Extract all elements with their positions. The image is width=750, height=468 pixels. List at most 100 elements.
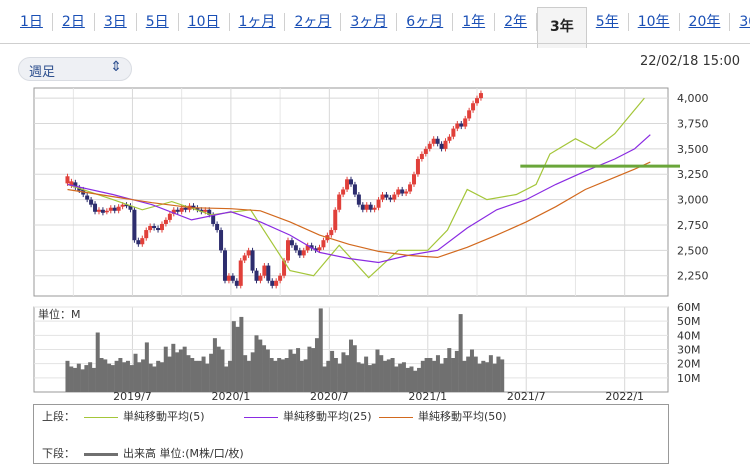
candle-body-91 (423, 148, 428, 154)
candle-body-81 (384, 194, 389, 198)
x-tick-label-2: 2020/7 (310, 390, 349, 403)
tab-1[interactable]: 2日 (53, 13, 95, 31)
price-y-tick-label-0: 4,000 (677, 92, 709, 105)
candle-body-7 (93, 203, 98, 212)
tab-12[interactable]: 5年 (587, 13, 629, 31)
volume-bar-114 (496, 356, 501, 392)
legend-volume-swatch (84, 452, 118, 456)
candle-body-70 (341, 189, 346, 195)
tab-6[interactable]: 2ヶ月 (285, 13, 342, 31)
volume-bar-61 (296, 348, 301, 392)
volume-bar-9 (99, 358, 104, 392)
candle-body-19 (140, 238, 145, 245)
volume-bar-92 (413, 370, 418, 392)
volume-y-tick-label-3: 30M (677, 344, 701, 357)
candle-body-101 (463, 118, 468, 127)
interval-selector[interactable]: 週足 ⇕ (18, 57, 132, 81)
volume-bar-86 (390, 358, 395, 392)
tab-11[interactable]: 3年 (537, 6, 587, 48)
price-y-tick-label-1: 3,750 (677, 118, 709, 131)
candle-body-71 (345, 179, 350, 190)
candle-body-92 (427, 143, 432, 149)
volume-bar-73 (341, 352, 346, 392)
candle-body-104 (475, 98, 480, 104)
candle-body-100 (459, 123, 464, 127)
legend-ma50-label: 単純移動平均(50) (418, 410, 507, 423)
volume-bar-115 (500, 359, 505, 392)
candle-body-22 (152, 225, 157, 229)
volume-unit-label: 単位：M (38, 307, 81, 321)
x-tick-label-1: 2020/1 (212, 390, 251, 403)
tab-5[interactable]: 1ヶ月 (230, 13, 286, 31)
volume-bar-7 (91, 367, 96, 392)
tab-4[interactable]: 10日 (179, 13, 230, 31)
volume-bar-90 (405, 367, 410, 392)
candle-body-79 (376, 199, 381, 208)
legend-upper-label: 上段： (42, 410, 75, 423)
candle-body-94 (435, 138, 440, 144)
chevron-up-down-icon: ⇕ (110, 59, 122, 75)
volume-bar-81 (371, 363, 376, 392)
tab-15[interactable]: 30年 (739, 14, 750, 30)
volume-bar-45 (235, 326, 240, 392)
candle-body-51 (266, 265, 271, 281)
volume-bar-25 (159, 362, 164, 392)
volume-bar-66 (314, 338, 319, 392)
candle-body-58 (293, 245, 298, 251)
tab-13[interactable]: 10年 (629, 13, 680, 31)
candle-body-60 (301, 250, 306, 256)
legend-ma25: 単純移動平均(25) (244, 408, 372, 424)
candle-body-72 (349, 179, 353, 185)
legend-ma50-swatch (379, 416, 413, 418)
candle-body-89 (415, 159, 420, 175)
volume-bar-38 (209, 353, 214, 392)
candle-body-11 (108, 207, 113, 211)
volume-bar-79 (364, 356, 369, 392)
candle-body-34 (199, 209, 204, 212)
volume-bar-37 (205, 363, 210, 392)
candle-body-23 (156, 228, 161, 231)
candle-body-103 (471, 103, 476, 111)
volume-bar-47 (243, 355, 248, 392)
candle-body-37 (211, 214, 216, 224)
legend-ma50: 単純移動平均(50) (379, 408, 507, 424)
tab-8[interactable]: 6ヶ月 (397, 13, 454, 31)
volume-bar-19 (137, 362, 142, 392)
candle-body-48 (254, 270, 259, 281)
candle-body-90 (419, 153, 424, 160)
volume-bar-109 (477, 363, 482, 392)
candle-body-9 (100, 209, 105, 213)
volume-bar-11 (107, 363, 112, 392)
candle-body-36 (207, 209, 212, 215)
volume-bar-103 (454, 350, 459, 392)
tab-0[interactable]: 1日 (11, 13, 53, 31)
legend-volume-label: 出来高 単位:(M株/口/枚) (123, 447, 244, 460)
x-tick-label-3: 2021/1 (408, 390, 447, 403)
volume-bar-36 (201, 356, 206, 392)
volume-bar-24 (156, 360, 161, 392)
tab-3[interactable]: 5日 (137, 13, 179, 31)
volume-bar-83 (379, 355, 384, 392)
tab-2[interactable]: 3日 (95, 13, 137, 31)
price-y-tick-label-7: 2,250 (677, 270, 709, 283)
volume-bar-53 (265, 349, 270, 392)
volume-bar-35 (197, 360, 202, 392)
volume-bar-49 (250, 352, 255, 392)
tab-7[interactable]: 3ヶ月 (341, 13, 398, 31)
candle-body-57 (289, 240, 294, 246)
volume-bar-59 (288, 349, 293, 392)
volume-bar-113 (492, 363, 497, 392)
tab-9[interactable]: 1年 (453, 13, 496, 31)
candle-body-2 (73, 182, 78, 188)
candle-body-13 (116, 206, 121, 211)
interval-selector-label: 週足 (29, 65, 56, 80)
tab-10[interactable]: 2年 (495, 13, 538, 31)
volume-bar-71 (333, 358, 338, 392)
legend-ma25-label: 単純移動平均(25) (283, 410, 372, 423)
candle-body-18 (136, 240, 141, 245)
volume-y-tick-label-0: 60M (677, 301, 701, 314)
tab-14[interactable]: 20年 (680, 13, 731, 31)
candle-body-67 (329, 230, 334, 236)
volume-bar-78 (360, 363, 365, 392)
price-y-tick-label-5: 2,750 (677, 219, 709, 232)
